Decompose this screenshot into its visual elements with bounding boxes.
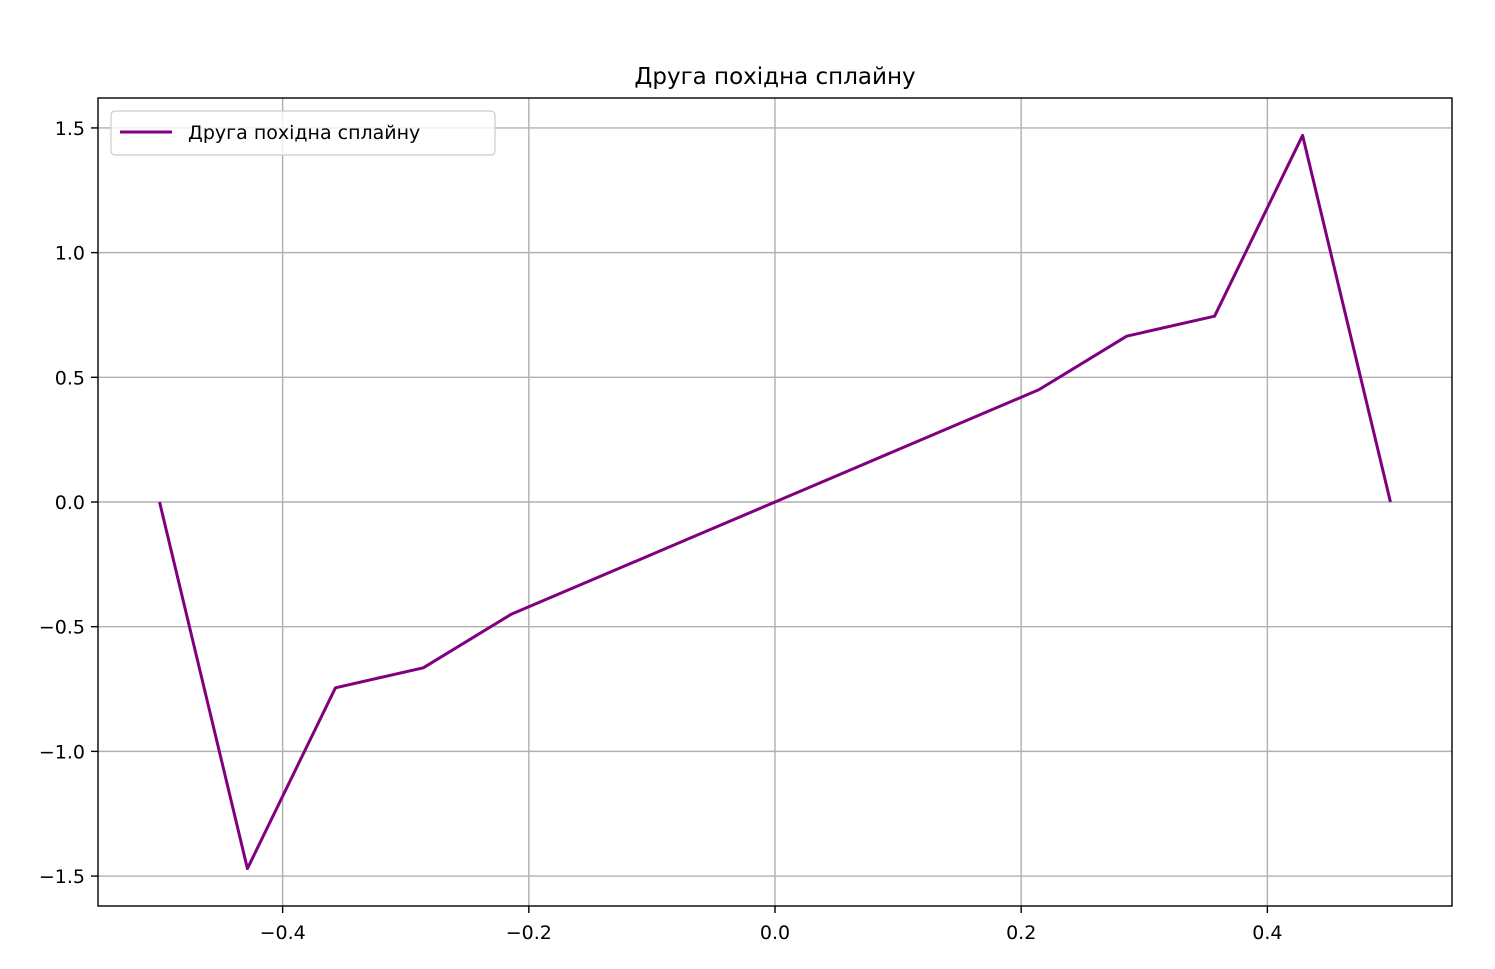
x-tick-label: 0.4: [1252, 922, 1282, 944]
y-tick-label: −1.0: [39, 741, 85, 763]
x-tick-label: −0.4: [260, 922, 306, 944]
legend-box: [110, 110, 496, 156]
legend-entry: Друга похідна сплайну: [188, 122, 420, 144]
y-axis: −1.5 −1.0 −0.5 0.0 0.5 1.0 1.5: [39, 118, 98, 888]
series-layer: [158, 133, 1392, 871]
y-tick-label: 1.0: [55, 243, 85, 265]
y-tick-label: 1.5: [55, 118, 85, 140]
x-axis: −0.4 −0.2 0.0 0.2 0.4: [260, 906, 1282, 944]
x-tick-label: −0.2: [506, 922, 552, 944]
series-line: [158, 133, 1392, 871]
y-tick-label: −0.5: [39, 617, 85, 639]
legend: Друга похідна сплайну: [110, 110, 496, 156]
x-tick-label: 0.0: [760, 922, 790, 944]
y-tick-label: 0.5: [55, 367, 85, 389]
y-tick-label: 0.0: [55, 492, 85, 514]
x-tick-label: 0.2: [1006, 922, 1036, 944]
y-tick-label: −1.5: [39, 866, 85, 888]
chart-title: Друга похідна сплайну: [634, 64, 915, 90]
